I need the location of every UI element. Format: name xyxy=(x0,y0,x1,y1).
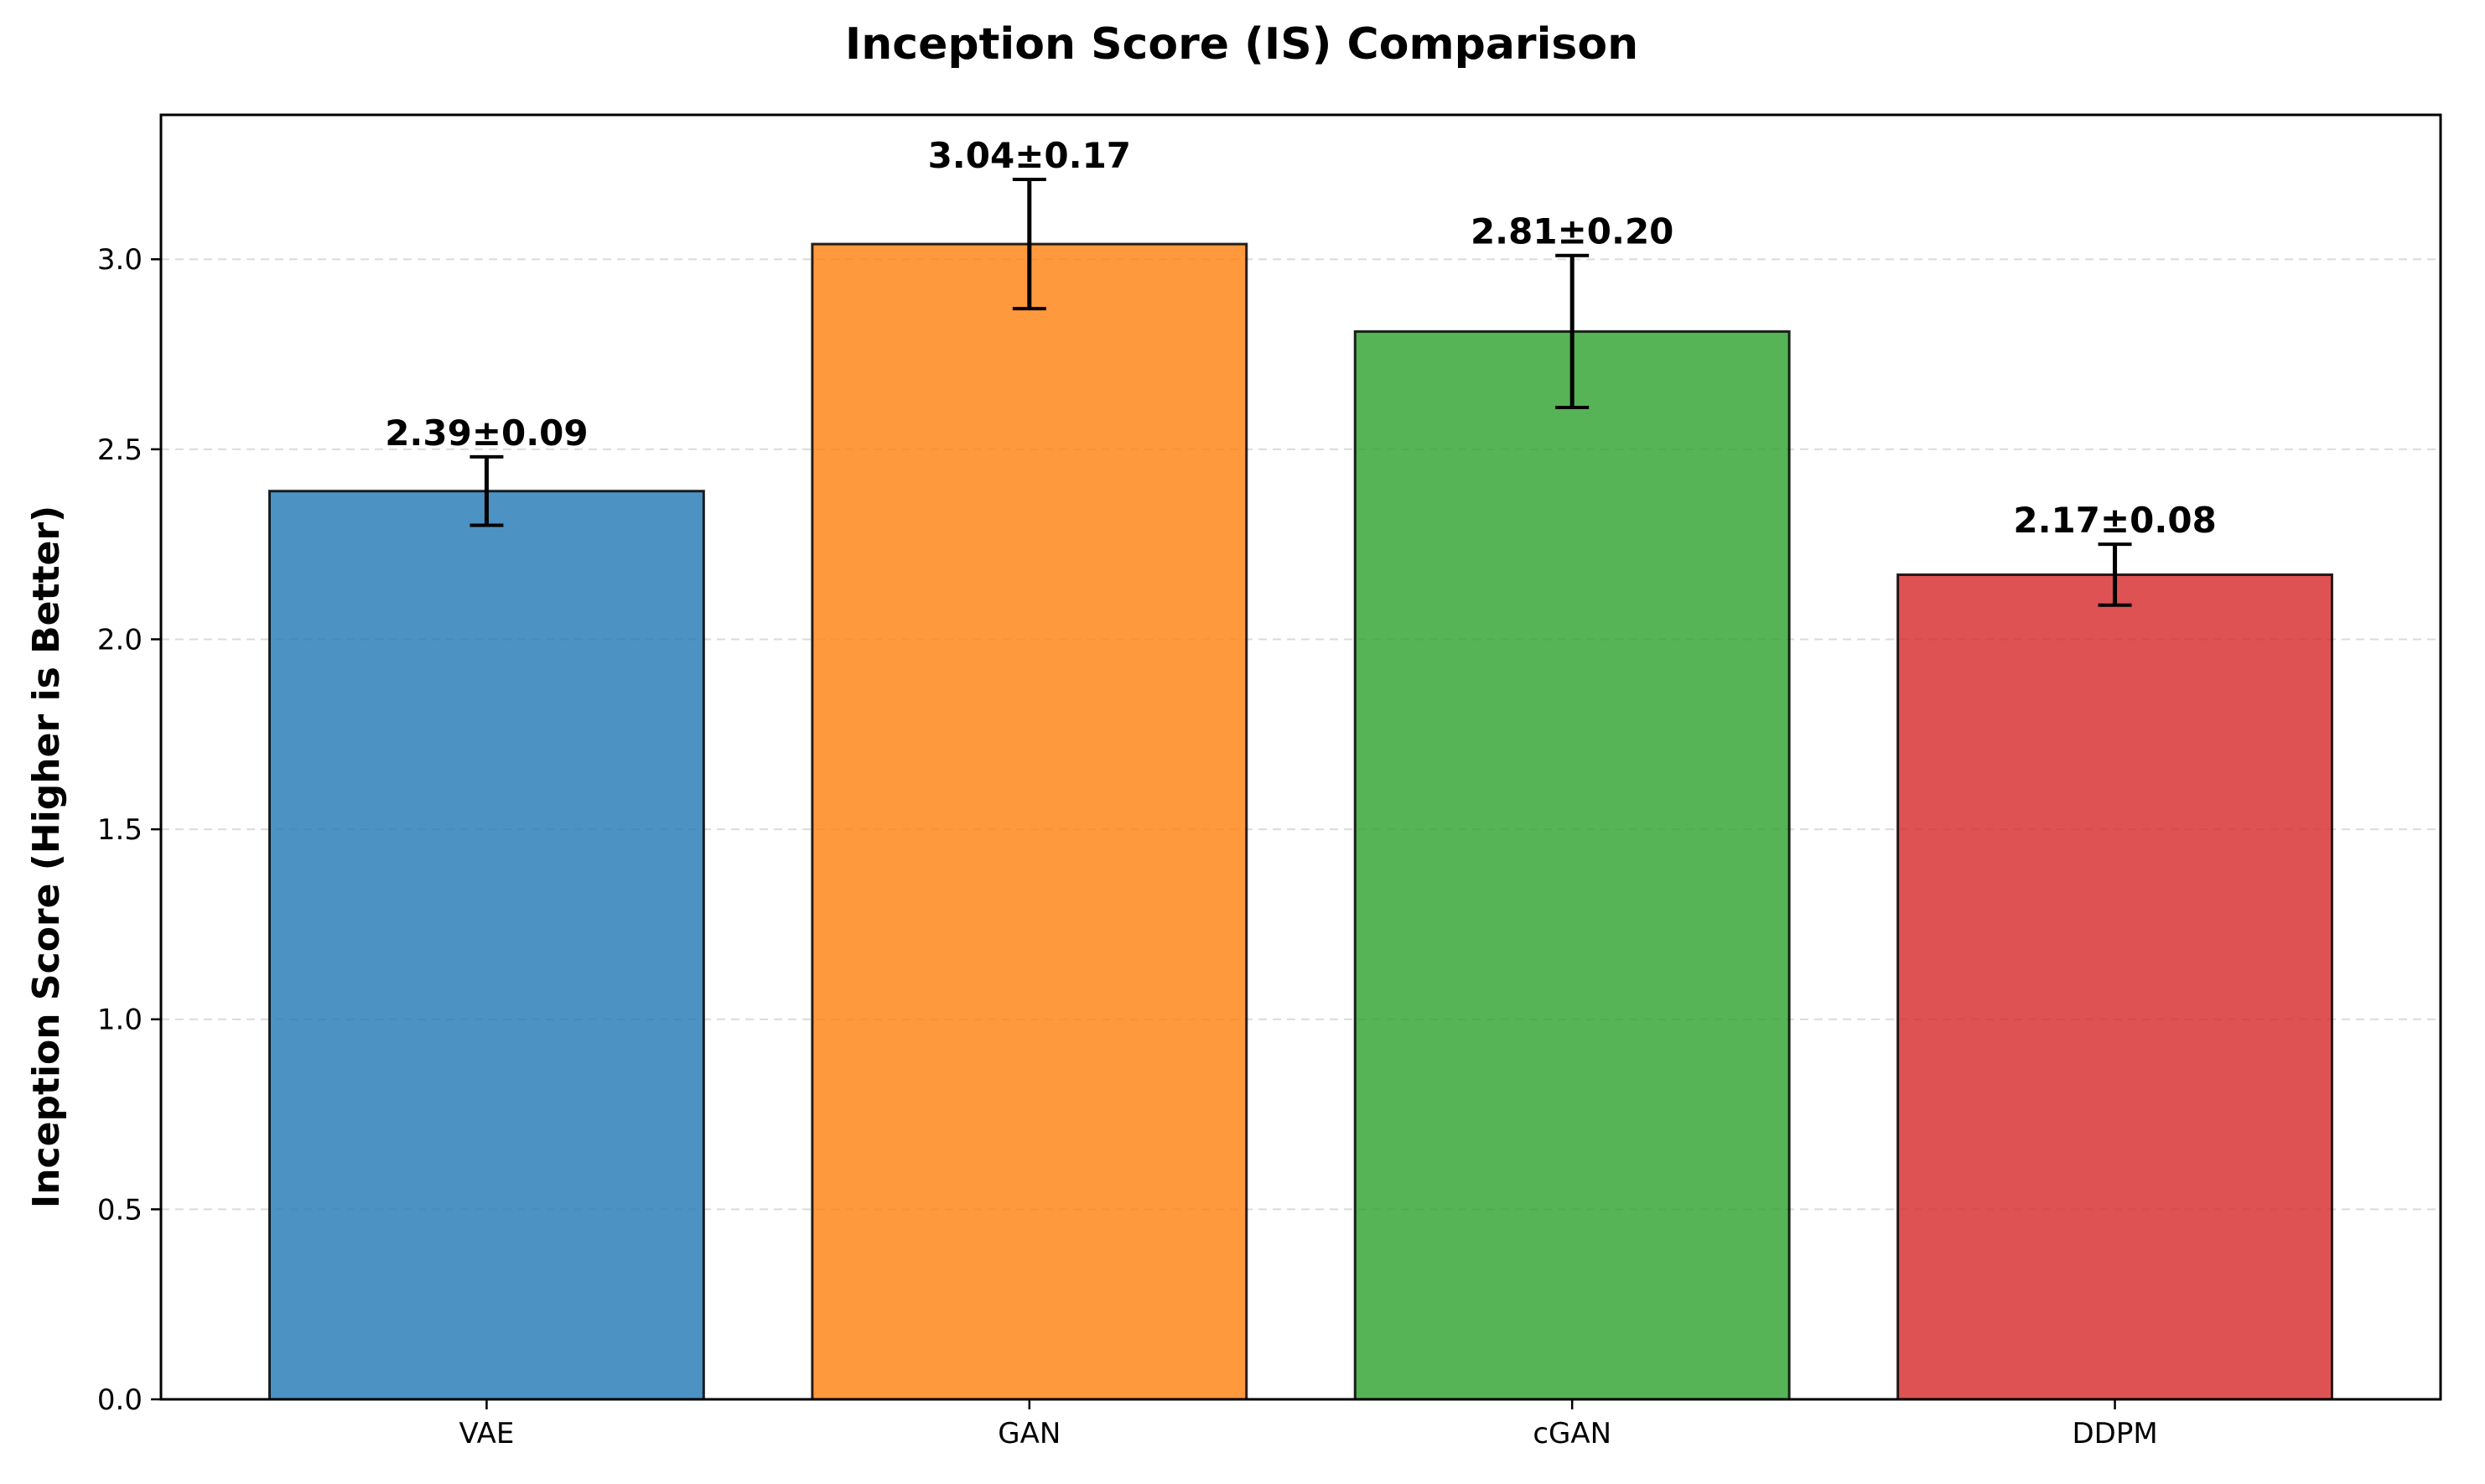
error-bar xyxy=(1555,253,1590,410)
y-tick-label: 3.0 xyxy=(97,243,143,277)
bar-vae xyxy=(267,490,705,1401)
bars: 2.39±0.09 3.04±0.17 2.81±0.20 2.17±0.08 xyxy=(267,135,2334,1401)
y-axis-label: Inception Score (Higher is Better) xyxy=(25,506,68,1208)
data-label: 2.39±0.09 xyxy=(385,413,588,454)
y-tick-label: 2.5 xyxy=(97,433,143,467)
x-tick-label: DDPM xyxy=(2072,1417,2157,1450)
data-label: 3.04±0.17 xyxy=(928,135,1131,176)
plot-area-frame xyxy=(159,113,2442,1401)
y-tick-label: 2.0 xyxy=(97,623,143,656)
x-tick-label: GAN xyxy=(998,1417,1061,1450)
y-tick-label: 1.0 xyxy=(97,1004,143,1037)
y-tick-label: 1.5 xyxy=(97,813,143,847)
error-bar xyxy=(2098,542,2132,607)
bar-gan xyxy=(811,242,1248,1401)
y-tick-label: 0.5 xyxy=(97,1193,143,1227)
bar-cgan xyxy=(1353,329,1791,1401)
chart-title: Inception Score (IS) Comparison xyxy=(845,19,1638,70)
bar-ddpm xyxy=(1896,573,2334,1401)
y-axis-ticks: 0.0 0.5 1.0 1.5 2.0 2.5 3.0 xyxy=(97,243,161,1417)
data-label: 2.81±0.20 xyxy=(1471,211,1673,252)
error-bar xyxy=(1012,178,1046,311)
x-axis-ticks: VAE GAN cGAN DDPM xyxy=(459,1399,2158,1450)
error-bar xyxy=(470,454,504,527)
x-tick-label: cGAN xyxy=(1533,1417,1611,1450)
data-label: 2.17±0.08 xyxy=(2013,500,2216,541)
y-tick-label: 0.0 xyxy=(97,1383,143,1417)
x-tick-label: VAE xyxy=(459,1417,515,1450)
